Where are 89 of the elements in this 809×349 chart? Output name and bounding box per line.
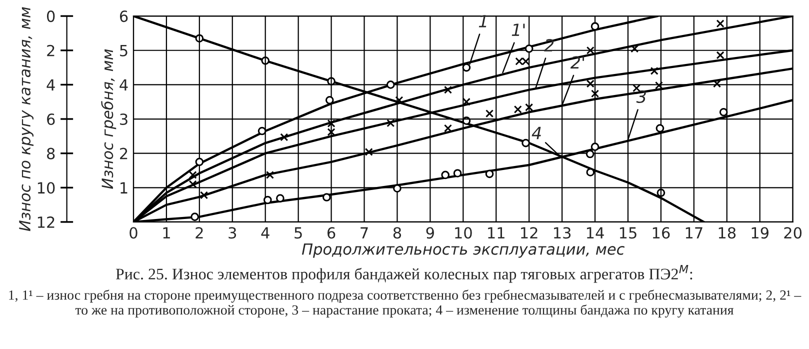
y-axis-title: Износ гребня, мм <box>101 49 116 189</box>
point <box>719 108 728 116</box>
point <box>327 119 336 128</box>
x-tick-label: 17 <box>686 227 702 238</box>
point <box>716 20 724 28</box>
point <box>656 124 664 132</box>
x-tick-label: 5 <box>294 227 302 239</box>
y2-tick-label: 2 <box>47 44 54 56</box>
point <box>586 168 595 176</box>
x-tick-label: 20 <box>784 227 802 239</box>
x-tick-label: 11 <box>488 227 504 238</box>
x-tick-label: 8 <box>393 227 402 239</box>
point <box>195 158 204 166</box>
point <box>386 119 395 128</box>
x-tick-label: 7 <box>360 227 368 238</box>
point <box>586 80 594 88</box>
point <box>712 80 722 88</box>
point <box>386 80 395 89</box>
point <box>524 44 534 53</box>
point <box>200 191 208 200</box>
x-tick-label: 2 <box>196 227 203 238</box>
y-tick-label: 2 <box>120 148 128 160</box>
text: Рис. 25. Износ элементов профиля бандажей колесных пар тяговых агрегатов ПЭ2$^{М}$: <box>116 265 692 283</box>
point <box>444 86 452 94</box>
x-tick-label: 6 <box>327 227 336 239</box>
point <box>462 98 470 106</box>
text: 1, 1¹ – износ гребня на стороне преимущественного подреза соответственно без гребнесмазывателей и с гребнесмазывателями; 2, 2¹ – то же на противоположной стороне, 3 – нарастание проката; 4 – изменение толщины бандажа по кругу катания <box>9 290 802 318</box>
point <box>586 150 594 158</box>
x-tick-label: 3 <box>228 227 236 239</box>
x-tick-label: 4 <box>261 227 270 238</box>
x-tick-label: 1 <box>163 227 170 238</box>
x-tick-label: 12 <box>521 227 538 238</box>
point <box>462 63 471 72</box>
y-tick-label: 3 <box>120 113 128 126</box>
x-tick-label: 10 <box>455 227 472 239</box>
point <box>188 180 197 188</box>
x-tick-label: 15 <box>620 227 636 239</box>
point <box>280 133 288 142</box>
annotation: 1' <box>512 24 525 36</box>
x-tick-label: 16 <box>652 227 670 239</box>
y2-tick-label: 6 <box>47 113 55 126</box>
y2-tick-label: 12 <box>38 216 54 228</box>
point <box>485 170 494 178</box>
point <box>630 44 639 53</box>
y-tick-label: 1 <box>120 182 128 194</box>
y2-tick-label: 10 <box>38 182 55 194</box>
y2-tick-label: 4 <box>46 79 55 90</box>
annotation: 2' <box>570 56 584 68</box>
annotation: 3 <box>636 90 646 104</box>
y-tick-label: 5 <box>120 45 128 56</box>
point <box>441 170 450 180</box>
point <box>590 142 600 151</box>
x-tick-label: 13 <box>554 227 571 239</box>
point <box>364 148 373 156</box>
point <box>654 81 663 90</box>
point <box>650 66 658 75</box>
y-tick-label: 4 <box>120 79 128 90</box>
y-tick-label: 6 <box>120 10 128 22</box>
point <box>453 169 462 178</box>
point <box>444 124 452 132</box>
point <box>327 128 336 136</box>
point <box>258 126 266 136</box>
annotation: 2 <box>544 38 554 52</box>
x-tick-label: 9 <box>426 227 434 239</box>
y2-tick-label: 8 <box>47 148 55 160</box>
y2-tick-label: 0 <box>46 10 55 22</box>
point <box>486 109 494 118</box>
x-tick-label: 14 <box>586 227 604 238</box>
y2-axis-title: Износ по кругу катания, мм <box>19 7 34 232</box>
point <box>522 138 530 148</box>
point <box>325 96 334 104</box>
point <box>190 212 199 221</box>
point <box>586 46 594 54</box>
point <box>263 196 272 204</box>
point <box>716 51 724 60</box>
annotation: 4 <box>532 126 541 140</box>
point <box>393 184 402 192</box>
point <box>322 193 331 202</box>
x-tick-label: 18 <box>718 227 736 239</box>
x-axis-title: Продолжительность эксплуатации, мес <box>302 243 625 258</box>
x-tick-label: 19 <box>752 227 768 239</box>
point <box>188 170 197 179</box>
point <box>525 103 534 112</box>
annotation: 1 <box>478 15 486 28</box>
point <box>276 194 284 202</box>
point <box>514 105 522 114</box>
point <box>590 90 600 98</box>
point <box>266 170 274 179</box>
x-tick-label: 0 <box>130 227 138 239</box>
